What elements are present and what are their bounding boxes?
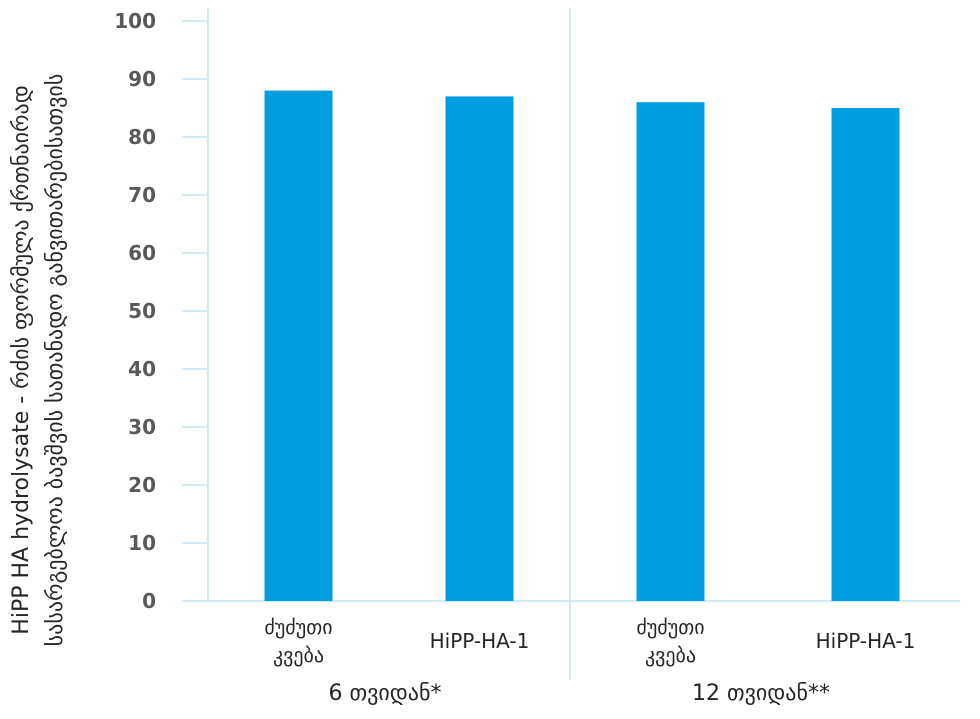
y-axis-ticks: 0 10 20 30 40 50 60 70 80 90 100	[114, 9, 208, 613]
y-axis-title: HiPP HA hydrolysate - რძის ფორმულა ქრთნა…	[9, 74, 68, 647]
group-labels: 6 თვიდან* 12 თვიდან**	[329, 681, 830, 706]
y-tick-label: 20	[128, 473, 156, 497]
category-label: HiPP-HA-1	[816, 629, 916, 653]
category-label: HiPP-HA-1	[430, 629, 530, 653]
bars	[264, 90, 900, 602]
category-labels: ძუძუთი კვება HiPP-HA-1 ძუძუთი კვება HiPP-HA-1	[264, 615, 915, 667]
bar	[636, 102, 705, 601]
y-tick-label: 30	[128, 415, 156, 439]
y-tick-label: 80	[128, 125, 156, 149]
y-tick-label: 50	[128, 299, 156, 323]
y-axis-title-line: HiPP HA hydrolysate - რძის ფორმულა ქრთნა…	[9, 85, 34, 634]
bar	[264, 90, 333, 601]
y-tick-label: 70	[128, 183, 156, 207]
y-tick-label: 40	[128, 357, 156, 381]
y-axis-title-line: სასარგებლოა ბავშვის სათანადო განვითარები…	[43, 74, 68, 647]
group-label: 12 თვიდან**	[692, 681, 830, 706]
category-label: კვება	[273, 643, 324, 667]
y-tick-label: 100	[114, 9, 156, 33]
category-label: ძუძუთი	[264, 615, 332, 639]
y-tick-label: 90	[128, 67, 156, 91]
y-tick-label: 60	[128, 241, 156, 265]
bar	[445, 96, 514, 602]
bar	[831, 108, 900, 601]
category-label: კვება	[645, 643, 696, 667]
y-tick-label: 10	[128, 531, 156, 555]
group-label: 6 თვიდან*	[329, 681, 442, 706]
category-label: ძუძუთი	[636, 615, 704, 639]
y-tick-label: 0	[142, 589, 156, 613]
